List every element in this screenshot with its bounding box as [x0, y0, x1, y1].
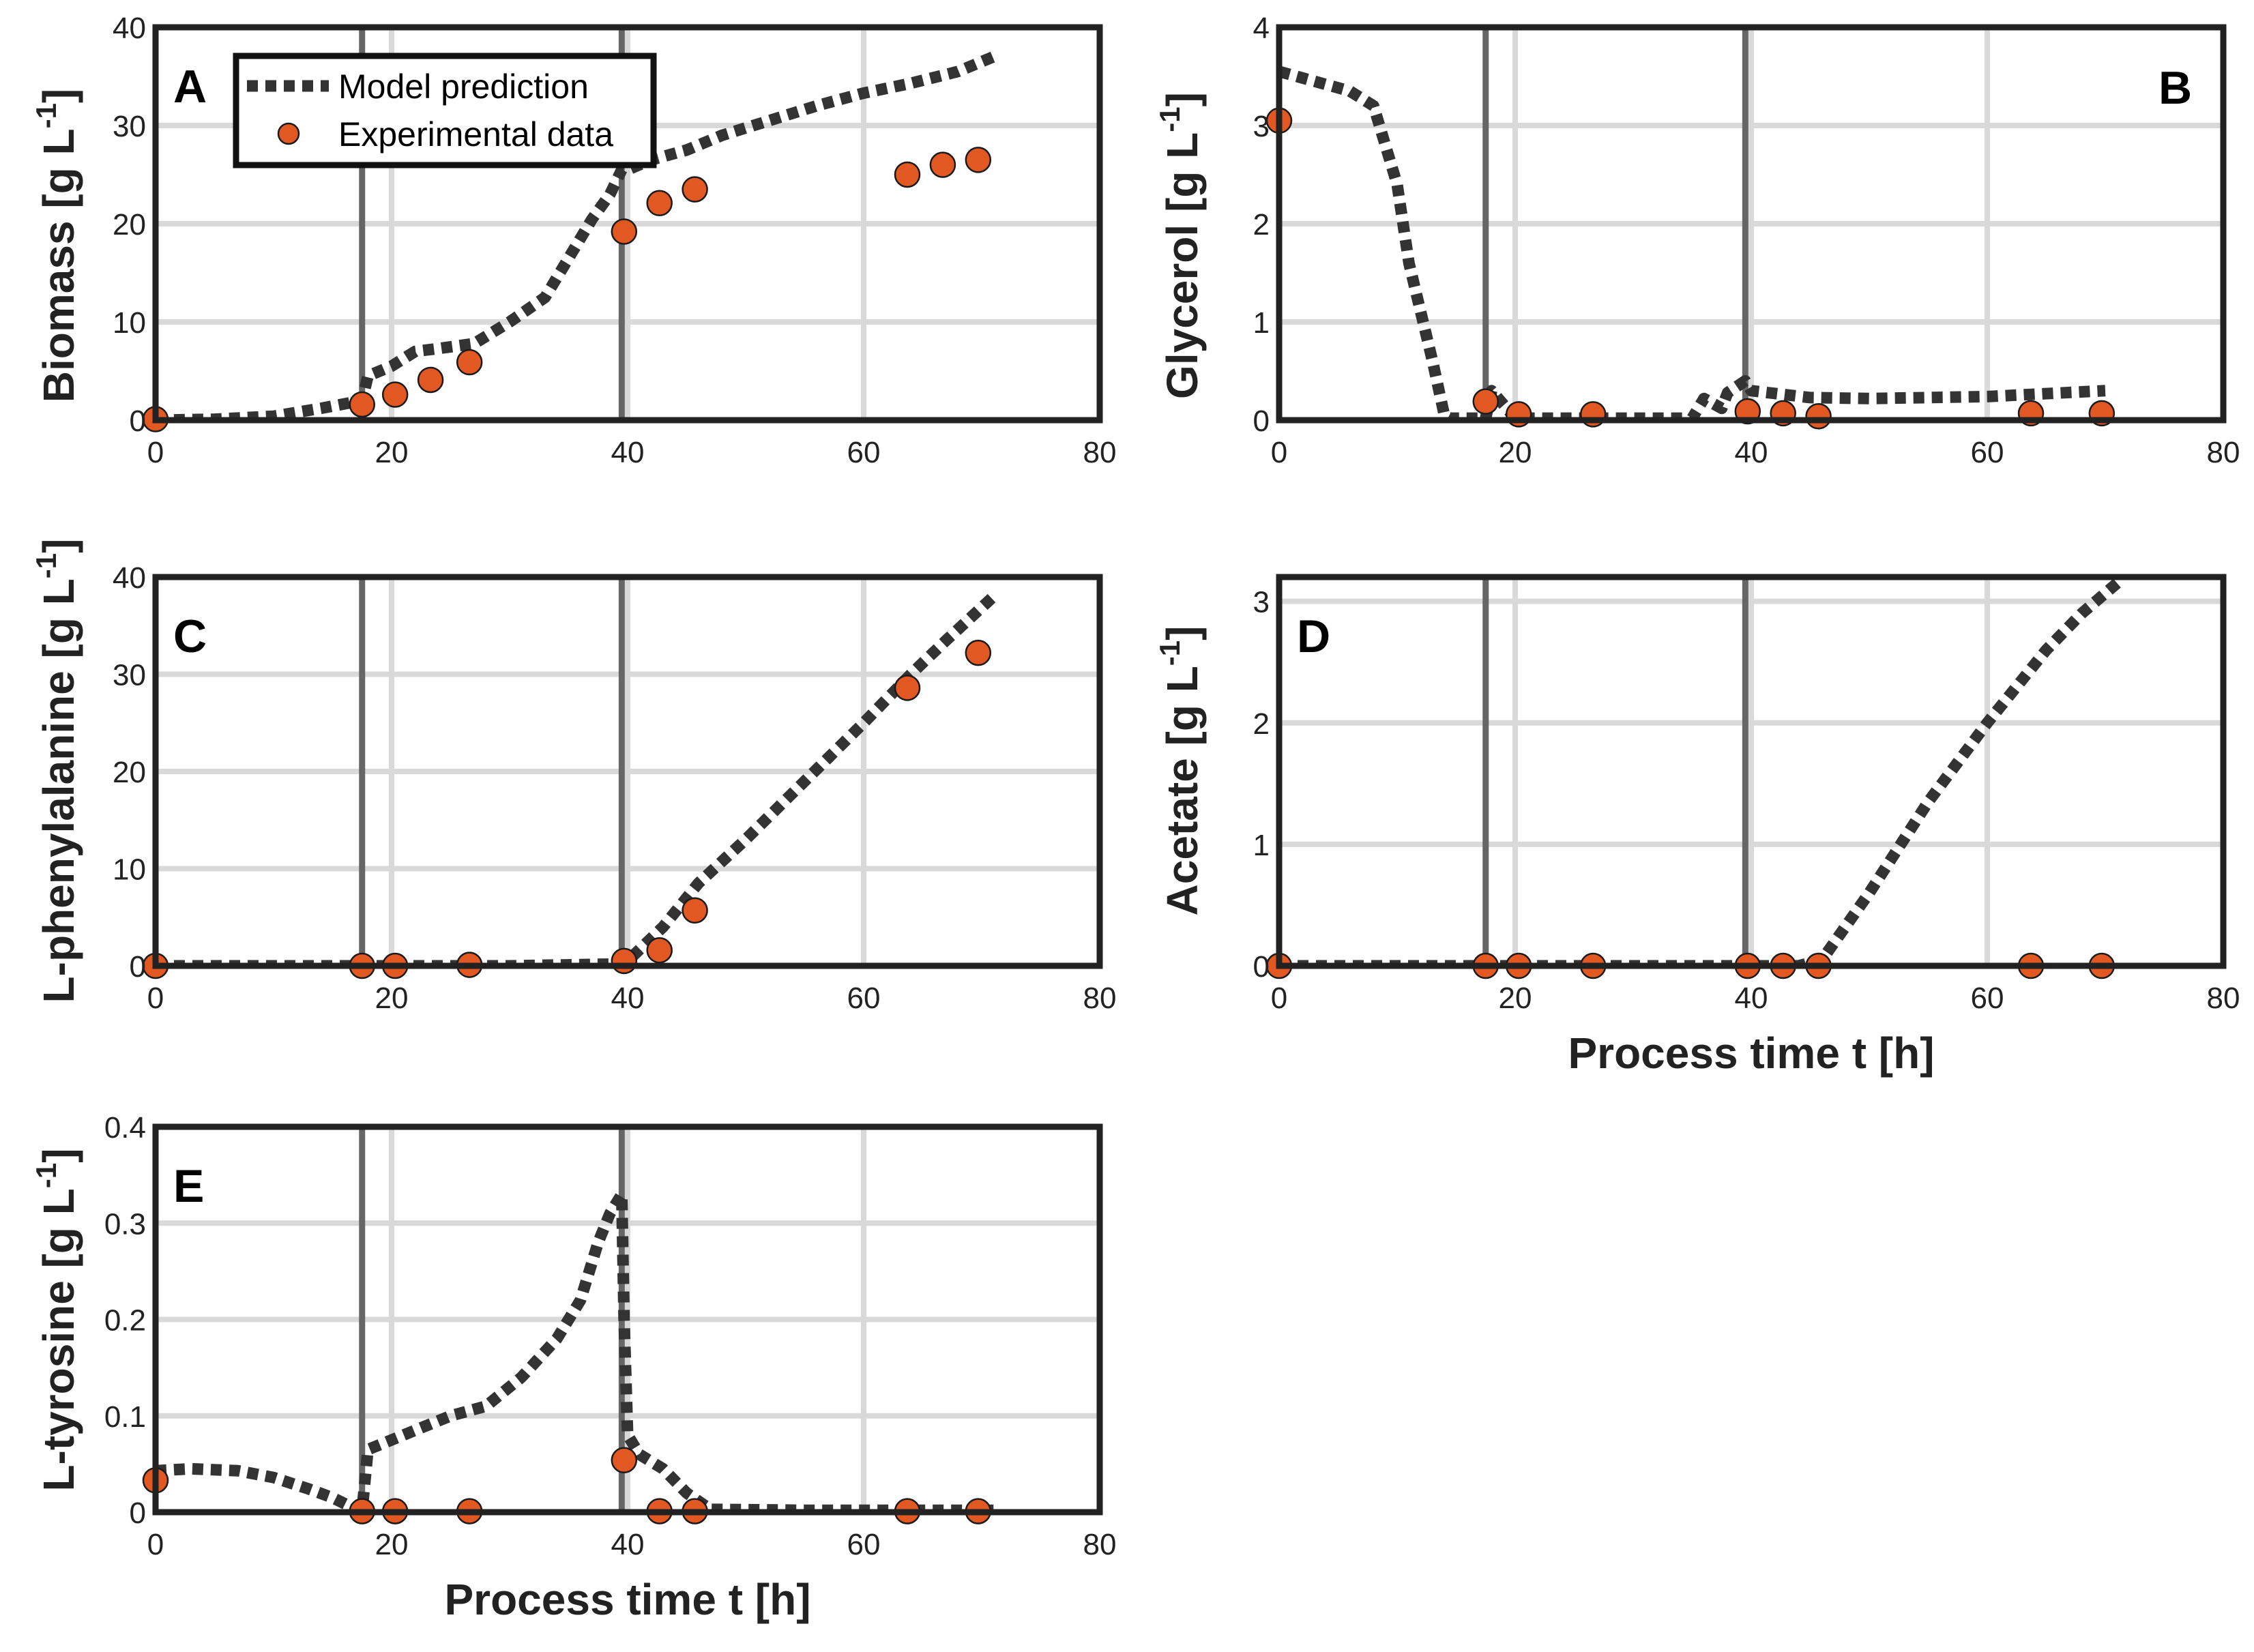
y-tick-label: 40	[113, 12, 146, 45]
data-point	[682, 897, 708, 924]
x-axis-label: Process time t [h]	[1568, 1029, 1934, 1078]
x-axis-label: Process time t [h]	[444, 1575, 810, 1624]
legend-box	[233, 53, 657, 168]
y-tick-label: 0.2	[104, 1304, 146, 1338]
x-tick-label: 60	[847, 1528, 881, 1561]
data-point	[381, 381, 409, 408]
x-tick-label: 60	[1971, 982, 2004, 1015]
y-tick-label: 0	[130, 950, 146, 984]
data-point	[682, 176, 708, 203]
y-tick-label: 0	[130, 404, 146, 438]
panel-letter: A	[173, 61, 207, 113]
data-point	[417, 366, 444, 394]
y-tick-label: 1	[1253, 829, 1270, 862]
data-point	[1472, 388, 1499, 415]
axes-frame	[1276, 24, 2227, 424]
y-tick-label: 0	[1253, 950, 1270, 984]
x-tick-label: 0	[147, 436, 164, 469]
legend-data-swatch	[277, 122, 300, 145]
x-tick-label: 60	[1971, 436, 2004, 469]
x-tick-label: 80	[1083, 982, 1117, 1015]
y-tick-label: 2	[1253, 707, 1270, 741]
panel-letter: B	[2158, 62, 2192, 114]
axes-frame	[152, 24, 1103, 424]
axes-frame	[152, 574, 1103, 969]
x-tick-label: 60	[847, 982, 881, 1015]
panel-letter: C	[173, 610, 207, 662]
x-tick-label: 80	[2207, 982, 2240, 1015]
y-tick-label: 0	[1253, 404, 1270, 438]
y-tick-label: 0	[130, 1496, 146, 1530]
y-tick-label: 0.1	[104, 1400, 146, 1434]
data-point	[894, 161, 921, 188]
x-tick-label: 20	[1499, 436, 1532, 469]
x-tick-label: 20	[1499, 982, 1532, 1015]
x-tick-label: 80	[2207, 436, 2240, 469]
panel-d: 0 20 40 60 80 0 1 2 3D Acetate [g L-1] Process tim…	[1154, 574, 2240, 1078]
data-point	[894, 675, 921, 701]
data-point	[646, 190, 673, 217]
y-tick-label: 10	[113, 853, 146, 887]
data-point	[611, 1447, 638, 1473]
y-tick-label: 40	[113, 561, 146, 595]
model-prediction-line	[156, 592, 998, 969]
x-tick-label: 20	[375, 982, 409, 1015]
axes-frame	[152, 1123, 1103, 1516]
y-tick-label: 4	[1253, 12, 1270, 45]
x-tick-label: 40	[611, 982, 645, 1015]
y-axis-label: Glycerol [g L-1]	[1154, 92, 1207, 399]
x-tick-label: 40	[611, 436, 645, 469]
y-tick-label: 2	[1253, 208, 1270, 241]
x-tick-label: 80	[1083, 1528, 1117, 1561]
panel-c: 0 20 40 60 80 0 10 20 30 40 C L-phenylalanine [g L-…	[30, 539, 1116, 1015]
x-tick-label: 0	[1271, 436, 1287, 469]
data-point	[349, 391, 375, 418]
y-tick-label: 3	[1253, 110, 1270, 143]
data-point	[965, 147, 992, 173]
x-tick-label: 60	[847, 436, 881, 469]
panel-e: 0 20 40 60 80 0 0.1 0.2 0.3 0.4 E L-tyrosine [g L-1…	[30, 1111, 1116, 1624]
panel-letter: D	[1297, 610, 1330, 662]
data-point	[611, 947, 638, 975]
data-point	[611, 218, 638, 245]
y-axis-label: Biomass [g L-1]	[30, 89, 83, 403]
y-axis-label: L-phenylalanine [g L-1]	[30, 539, 83, 1003]
model-prediction-line	[1279, 578, 2121, 969]
legend-data-label: Experimental data	[338, 115, 613, 153]
y-tick-label: 0.4	[104, 1111, 146, 1145]
y-tick-label: 3	[1253, 586, 1270, 619]
x-tick-label: 40	[1735, 982, 1768, 1015]
y-axis-label: L-tyrosine [g L-1]	[30, 1148, 83, 1491]
data-point	[929, 151, 956, 178]
data-point	[965, 639, 992, 666]
data-point	[1805, 402, 1832, 430]
x-tick-label: 0	[147, 982, 164, 1015]
legend: Model prediction Experimental data	[233, 53, 657, 168]
y-tick-label: 0.3	[104, 1207, 146, 1241]
x-tick-label: 0	[147, 1528, 164, 1561]
y-axis-label: Acetate [g L-1]	[1154, 626, 1207, 916]
x-tick-label: 40	[611, 1528, 645, 1561]
x-tick-label: 40	[1735, 436, 1768, 469]
panel-b: 0 20 40 60 80 0 1 2 3 4 B Glycerol [g L-1]	[1154, 12, 2240, 469]
legend-model-label: Model prediction	[338, 68, 589, 106]
y-tick-label: 1	[1253, 306, 1270, 340]
x-tick-label: 80	[1083, 436, 1117, 469]
data-point	[646, 936, 673, 964]
model-prediction-line	[156, 1188, 994, 1515]
y-tick-label: 20	[113, 756, 146, 789]
y-tick-label: 20	[113, 208, 146, 241]
x-tick-label: 20	[375, 1528, 409, 1561]
x-tick-label: 20	[375, 436, 409, 469]
x-tick-label: 0	[1271, 982, 1287, 1015]
y-tick-label: 30	[113, 110, 146, 143]
y-tick-label: 10	[113, 306, 146, 340]
panel-a: 0 20 40 60 80 0 10 20 30 40 A Biomass [g L-1] Model …	[30, 12, 1116, 469]
data-point	[456, 349, 483, 376]
y-tick-label: 30	[113, 659, 146, 692]
axes-frame	[1276, 574, 2227, 969]
panel-letter: E	[173, 1160, 204, 1212]
